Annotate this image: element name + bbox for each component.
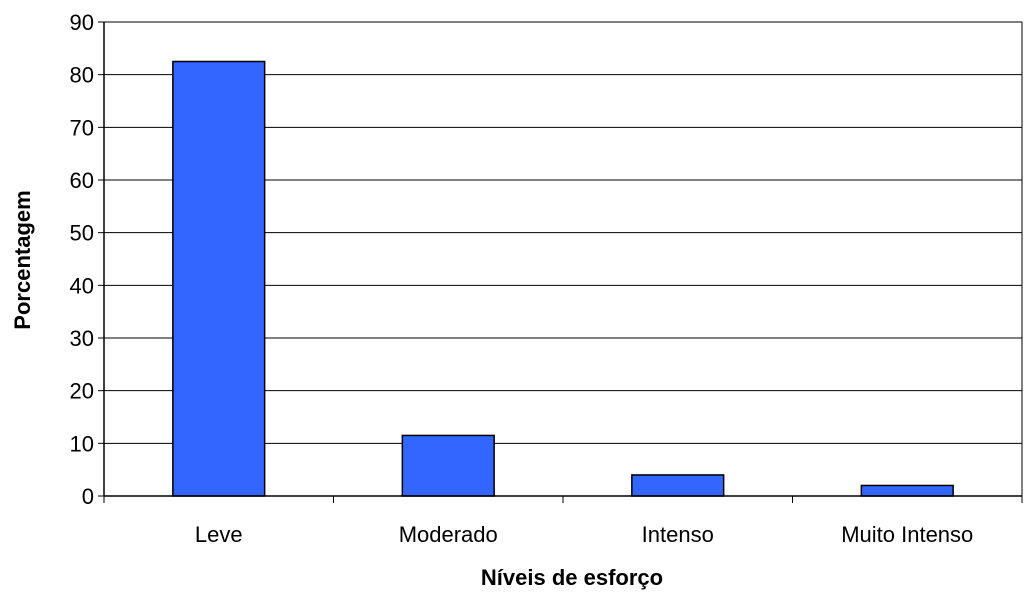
- y-tick-label: 70: [70, 115, 94, 140]
- y-tick-label: 80: [70, 63, 94, 88]
- x-category-label: Intenso: [642, 522, 714, 547]
- tick-labels: 0 10 20 30 40 50 60 70 80 90 Leve Moderado Intenso Mu…: [70, 10, 974, 547]
- axes: [98, 21, 1023, 503]
- x-category-label: Muito Intenso: [841, 522, 973, 547]
- x-category-label: Moderado: [399, 522, 498, 547]
- x-category-label: Leve: [195, 522, 243, 547]
- bar: [401, 434, 495, 497]
- bars: [172, 60, 954, 497]
- y-tick-label: 50: [70, 221, 94, 246]
- bar: [860, 484, 954, 497]
- y-tick-label: 90: [70, 10, 94, 35]
- y-tick-label: 20: [70, 379, 94, 404]
- bar: [631, 474, 725, 497]
- y-axis-title: Porcentagem: [10, 190, 35, 329]
- x-axis-title: Níveis de esforço: [481, 565, 663, 590]
- y-tick-label: 60: [70, 168, 94, 193]
- y-tick-label: 30: [70, 326, 94, 351]
- y-tick-label: 10: [70, 431, 94, 456]
- bar: [172, 60, 266, 497]
- y-tick-label: 0: [82, 484, 94, 509]
- y-tick-label: 40: [70, 273, 94, 298]
